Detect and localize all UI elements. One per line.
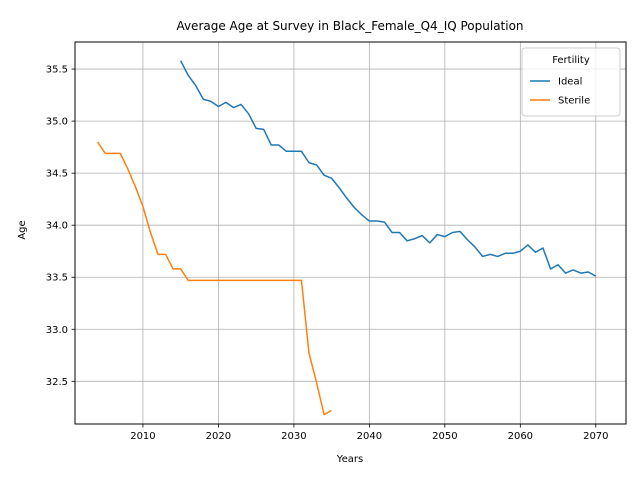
x-axis: 2010 2020 2030 2040 2050 2060 2070: [130, 424, 609, 442]
plot-frame: [74, 41, 627, 425]
legend-label-sterile: Sterile: [558, 96, 590, 107]
x-tick-label: 2040: [357, 431, 382, 442]
chart-title: Average Age at Survey in Black_Female_Q4…: [176, 19, 523, 33]
y-tick-label: 35.5: [46, 65, 68, 76]
plot-series: [97, 60, 597, 416]
legend-label-ideal: Ideal: [558, 77, 582, 88]
x-axis-label: Years: [336, 454, 363, 465]
x-tick-label: 2020: [206, 431, 231, 442]
y-tick-label: 35.0: [46, 117, 68, 128]
series-line-ideal: [180, 60, 597, 277]
grid-lines: [75, 42, 626, 424]
y-axis: 32.5 33.0 33.5 34.0 34.5 35.0 35.5: [46, 65, 75, 388]
legend-title: Fertility: [552, 55, 590, 66]
x-tick-label: 2030: [281, 431, 306, 442]
y-tick-label: 34.5: [46, 169, 68, 180]
x-tick-label: 2010: [130, 431, 155, 442]
x-tick-label: 2050: [432, 431, 457, 442]
series-line-sterile: [97, 141, 332, 416]
y-tick-label: 33.5: [46, 273, 68, 284]
y-tick-label: 33.0: [46, 325, 68, 336]
x-tick-label: 2060: [508, 431, 533, 442]
y-tick-label: 34.0: [46, 221, 68, 232]
y-axis-label: Age: [17, 220, 28, 239]
legend-box: [521, 47, 621, 117]
legend: Fertility Ideal Sterile: [521, 47, 621, 117]
y-tick-label: 32.5: [46, 377, 68, 388]
x-tick-label: 2070: [583, 431, 608, 442]
